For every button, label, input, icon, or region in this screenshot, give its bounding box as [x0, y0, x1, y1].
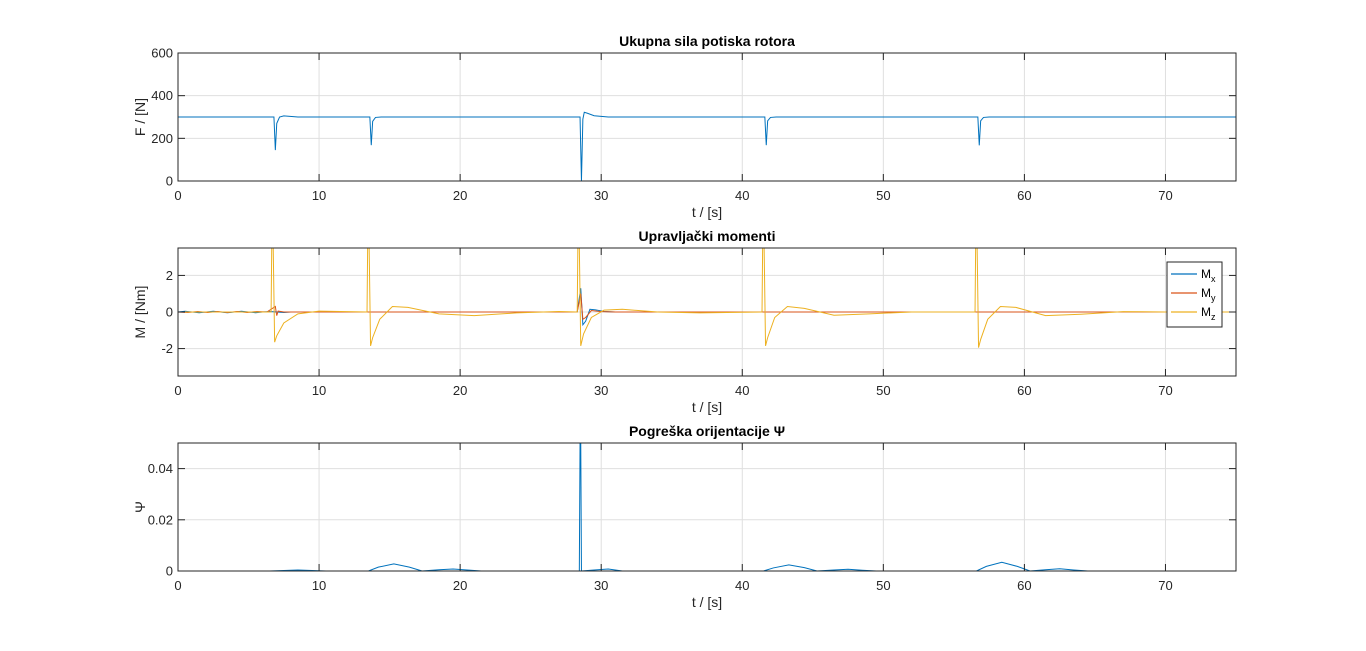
x-tick-label: 0 [174, 383, 181, 398]
x-tick-label: 40 [735, 383, 749, 398]
x-tick-label: 10 [312, 188, 326, 203]
legend-box [1166, 261, 1223, 328]
chart-title: Pogreška orijentacije Ψ [629, 423, 785, 439]
chart-title: Upravljački momenti [639, 228, 776, 244]
chart-title: Ukupna sila potiska rotora [619, 33, 795, 49]
plot-area [178, 443, 1236, 571]
x-axis-label: t / [s] [692, 399, 722, 415]
y-tick-label: -2 [161, 341, 173, 356]
y-tick-label: 2 [166, 268, 173, 283]
legend: Mx My Mz [1166, 261, 1223, 328]
x-tick-label: 60 [1017, 383, 1031, 398]
x-tick-label: 30 [594, 578, 608, 593]
x-tick-label: 20 [453, 383, 467, 398]
y-tick-label: 400 [151, 88, 173, 103]
chart-panel-3: 0 10 20 30 40 50 60 70 0 0.02 0.04 Pogreška orijent… [132, 423, 1237, 610]
legend-entry: Mz [1201, 305, 1216, 322]
x-tick-label: 0 [174, 188, 181, 203]
x-tick-label: 50 [876, 383, 890, 398]
series-line-1 [178, 443, 1236, 571]
chart-panel-1: 0 10 20 30 40 50 60 70 0 200 400 600 Ukupna sila pot… [132, 33, 1237, 220]
axis-box [177, 442, 1237, 572]
y-tick-label: 0 [166, 174, 173, 189]
x-tick-label: 60 [1017, 578, 1031, 593]
y-tick-label: 0.02 [148, 512, 173, 527]
x-tick-label: 0 [174, 578, 181, 593]
x-tick-label: 40 [735, 578, 749, 593]
y-axis-label: F / [N] [132, 98, 148, 136]
legend-entry: Mx [1201, 267, 1216, 284]
series-line-1 [178, 111, 1236, 181]
y-tick-label: 200 [151, 131, 173, 146]
x-tick-label: 30 [594, 383, 608, 398]
y-axis-label: M / [Nm] [132, 286, 148, 339]
x-tick-label: 40 [735, 188, 749, 203]
legend-entry: My [1201, 286, 1216, 303]
x-tick-label: 10 [312, 383, 326, 398]
x-tick-label: 70 [1158, 188, 1172, 203]
x-axis-label: t / [s] [692, 594, 722, 610]
x-tick-label: 10 [312, 578, 326, 593]
x-tick-label: 50 [876, 578, 890, 593]
x-tick-label: 60 [1017, 188, 1031, 203]
axis-box [177, 52, 1237, 182]
series-line-3 [178, 248, 1236, 348]
x-tick-label: 50 [876, 188, 890, 203]
y-tick-label: 0 [166, 305, 173, 320]
y-tick-label: 600 [151, 46, 173, 61]
x-tick-label: 70 [1158, 383, 1172, 398]
y-axis-label: Ψ [132, 501, 148, 513]
x-tick-label: 20 [453, 188, 467, 203]
chart-panel-2: 0 10 20 30 40 50 60 70 -2 0 2 Upravljački momenti t … [132, 228, 1237, 415]
y-tick-label: 0 [166, 564, 173, 579]
y-tick-label: 0.04 [148, 461, 173, 476]
x-tick-label: 20 [453, 578, 467, 593]
x-tick-label: 30 [594, 188, 608, 203]
x-tick-label: 70 [1158, 578, 1172, 593]
x-axis-label: t / [s] [692, 204, 722, 220]
